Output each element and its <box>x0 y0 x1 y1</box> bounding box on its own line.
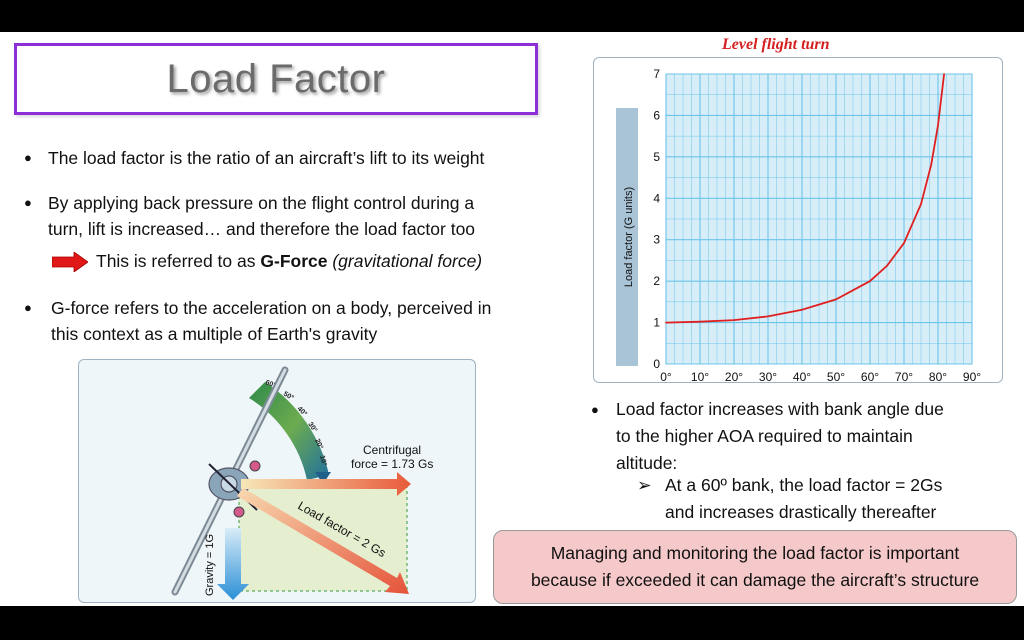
x-tick-label: 30° <box>759 370 777 384</box>
bullet-text-line2: to the higher AOA required to maintain <box>616 426 913 446</box>
arc-label-60: 60° <box>264 378 277 389</box>
aircraft-wheel-icon <box>233 506 245 518</box>
y-tick-label: 6 <box>653 108 660 122</box>
y-tick-label: 1 <box>653 316 660 330</box>
y-tick-label: 7 <box>653 67 660 81</box>
bullet-text-line1: By applying back pressure on the flight … <box>48 193 475 213</box>
load-factor-arrow <box>237 488 409 594</box>
gravity-arrow <box>217 528 249 600</box>
arc-pointer-icon <box>315 472 331 484</box>
aircraft-wheel-icon <box>249 460 261 472</box>
bullet-g-force-def: ● G-force refers to the acceleration on … <box>24 295 491 347</box>
curve-point <box>665 321 667 324</box>
bullet-bank-angle: ● Load factor increases with bank angle … <box>591 396 944 477</box>
x-tick-label: 70° <box>895 370 913 384</box>
x-tick-label: 80° <box>929 370 947 384</box>
red-arrow-icon <box>52 251 88 272</box>
bullet-dot-icon: ● <box>24 300 32 315</box>
y-tick-label: 4 <box>653 191 660 205</box>
x-tick-label: 90° <box>963 370 981 384</box>
bullet-text-line1: Load factor increases with bank angle du… <box>616 399 944 419</box>
g-force-prefix: This is referred to as <box>96 251 261 271</box>
curve-point <box>801 308 803 311</box>
x-tick-label: 20° <box>725 370 743 384</box>
curve-point <box>869 280 871 282</box>
curve-point <box>835 298 837 301</box>
centrifugal-arrow <box>241 472 411 496</box>
curve-point <box>937 124 939 127</box>
y-axis-band <box>616 108 638 366</box>
curve-point <box>886 265 888 267</box>
turn-forces-diagram: 60° 50° 40° 30° 20° 10° Gravity = 1G <box>78 359 476 603</box>
bullet-dot-icon: ● <box>591 402 599 417</box>
bullet-text-line1: G-force refers to the acceleration on a … <box>51 298 492 318</box>
g-force-explanation: (gravitational force) <box>327 251 483 271</box>
x-tick-label: 0° <box>660 370 672 384</box>
x-tick-label: 40° <box>793 370 811 384</box>
bullet-text-line3: altitude: <box>616 453 678 473</box>
curve-point <box>699 320 701 323</box>
arc-label-10: 10° <box>318 454 329 466</box>
arrowhead-bullet-icon: ➢ <box>637 475 652 495</box>
curve-point <box>733 319 735 321</box>
turn-forces-illustration: 60° 50° 40° 30° 20° 10° Gravity = 1G <box>171 366 433 600</box>
x-tick-label: 10° <box>691 370 709 384</box>
bullet-back-pressure: ● By applying back pressure on the fligh… <box>24 190 475 242</box>
curve-point <box>930 163 932 166</box>
y-tick-label: 2 <box>653 274 660 288</box>
note-line1: Managing and monitoring the load factor … <box>550 543 960 563</box>
note-line2: because if exceeded it can damage the ai… <box>530 570 980 590</box>
curve-point <box>943 73 945 75</box>
arc-label-20: 20° <box>313 437 325 450</box>
bullet-text: The load factor is the ratio of an aircr… <box>48 148 485 168</box>
chart-frame: Load factor (G units)Bank angle012345670… <box>593 57 1003 400</box>
centrifugal-value: force = 1.73 Gs <box>351 457 433 471</box>
y-tick-label: 3 <box>653 233 660 247</box>
bullet-dot-icon: ● <box>24 150 32 165</box>
curve-point <box>767 315 769 318</box>
page-title: Load Factor <box>166 56 386 101</box>
bullet-text-line2: turn, lift is increased… and therefore t… <box>48 219 476 239</box>
chart-title: Level flight turn <box>722 36 830 53</box>
g-force-line: This is referred to as G-Force (gravitat… <box>52 251 482 272</box>
bullet-text-line2: this context as a multiple of Earth's gr… <box>51 324 378 344</box>
bullet-dot-icon: ● <box>24 195 32 210</box>
y-tick-label: 0 <box>653 357 660 371</box>
title-box: Load Factor <box>14 43 538 115</box>
gravity-label: Gravity = 1G <box>204 534 216 596</box>
curve-point <box>920 203 922 205</box>
g-force-term: G-Force <box>260 251 328 271</box>
bullet-lift-ratio: ● The load factor is the ratio of an air… <box>24 145 484 171</box>
y-axis-label: Load factor (G units) <box>623 187 635 287</box>
sub-bullet-60-bank: ➢ At a 60º bank, the load factor = 2Gs a… <box>637 472 942 526</box>
x-tick-label: 50° <box>827 370 845 384</box>
slide: Load Factor ● The load factor is the rat… <box>0 32 1024 606</box>
sub-bullet-line2: and increases drastically thereafter <box>665 502 937 522</box>
y-tick-label: 5 <box>653 150 660 164</box>
curve-point <box>903 242 905 244</box>
sub-bullet-line1: At a 60º bank, the load factor = 2Gs <box>665 475 943 495</box>
centrifugal-label: Centrifugal <box>363 443 421 457</box>
warning-note: Managing and monitoring the load factor … <box>493 530 1017 604</box>
x-tick-label: 60° <box>861 370 879 384</box>
load-factor-chart: Load factor (G units)Bank angle012345670… <box>616 67 981 400</box>
